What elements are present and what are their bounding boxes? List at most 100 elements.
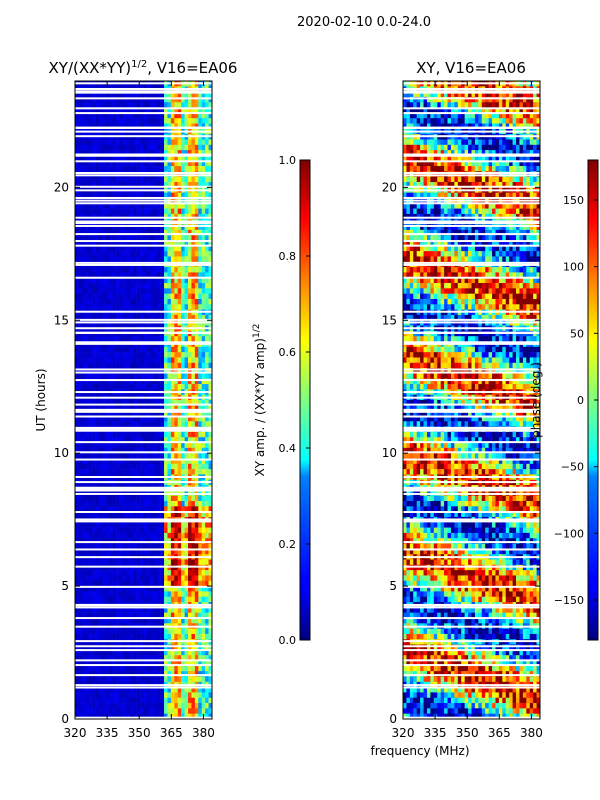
heatmap-cell: [150, 591, 155, 598]
heatmap-cell: [98, 288, 103, 294]
heatmap-cell: [112, 713, 117, 719]
heatmap-cell: [116, 267, 120, 273]
heatmap-cell: [160, 298, 165, 305]
heatmap-cell: [177, 192, 182, 199]
heatmap-cell: [105, 123, 110, 130]
heatmap-cell: [81, 160, 86, 167]
heatmap-cell: [198, 501, 203, 507]
heatmap-cell: [119, 415, 124, 422]
heatmap-cell: [75, 118, 79, 124]
heatmap-cell: [153, 123, 158, 130]
heatmap-cell: [157, 384, 161, 390]
heatmap-cell: [160, 96, 165, 103]
heatmap-cell: [116, 506, 120, 512]
heatmap-cell: [181, 559, 185, 566]
heatmap-cell: [164, 203, 168, 209]
heatmap-cell: [170, 527, 175, 534]
heatmap-cell: [150, 107, 155, 114]
heatmap-cell: [177, 240, 182, 247]
heatmap-cell: [105, 607, 110, 613]
amplitude-colorbar: 0.00.20.40.60.81.0 XY amp. / (XX*YY amp)…: [252, 154, 311, 647]
heatmap-cell: [133, 463, 137, 470]
heatmap-cell: [78, 144, 83, 151]
heatmap-cell: [133, 410, 137, 417]
heatmap-cell: [194, 687, 199, 693]
heatmap-cell: [191, 495, 196, 502]
heatmap-cell: [102, 676, 107, 683]
heatmap-cell: [75, 506, 79, 512]
heatmap-cell: [194, 644, 199, 651]
heatmap-cell: [126, 692, 131, 699]
heatmap-cell: [143, 506, 148, 512]
heatmap-cell: [157, 649, 161, 656]
heatmap-cell: [136, 586, 141, 592]
heatmap-cell: [85, 617, 89, 624]
heatmap-cell: [143, 415, 148, 422]
heatmap-cell: [208, 357, 212, 364]
heatmap-cell: [78, 235, 83, 241]
heatmap-cell: [88, 410, 93, 417]
heatmap-cell: [174, 378, 179, 385]
heatmap-cell: [109, 251, 113, 257]
heatmap-cell: [116, 421, 120, 427]
heatmap-cell: [81, 591, 86, 598]
heatmap-cell: [129, 182, 134, 188]
heatmap-cell: [98, 91, 103, 98]
heatmap-cell: [184, 203, 189, 209]
heatmap-cell: [105, 256, 110, 263]
heatmap-cell: [98, 192, 103, 199]
heatmap-cell: [150, 235, 155, 241]
heatmap-cell: [136, 368, 141, 374]
heatmap-cell: [105, 304, 110, 310]
heatmap-cell: [102, 453, 107, 459]
heatmap-cell: [105, 628, 110, 635]
heatmap-cell: [143, 596, 148, 603]
heatmap-cell: [102, 506, 107, 512]
heatmap-cell: [208, 144, 212, 151]
heatmap-cell: [198, 314, 203, 321]
heatmap-cell: [174, 522, 179, 528]
heatmap-cell: [122, 697, 127, 704]
heatmap-cell: [102, 591, 107, 598]
heatmap-cell: [116, 107, 120, 114]
heatmap-cell: [105, 112, 110, 119]
heatmap-cell: [112, 171, 117, 177]
heatmap-cell: [153, 102, 158, 108]
heatmap-cell: [170, 208, 175, 215]
heatmap-cell: [143, 155, 148, 162]
heatmap-cell: [136, 182, 141, 188]
heatmap-cell: [184, 548, 189, 555]
heatmap-cell: [146, 229, 151, 236]
heatmap-cell: [129, 123, 134, 130]
heatmap-cell: [75, 182, 79, 188]
heatmap-cell: [105, 357, 110, 364]
heatmap-cell: [184, 559, 189, 566]
heatmap-cell: [153, 139, 158, 146]
heatmap-cell: [170, 458, 175, 465]
heatmap-cell: [198, 410, 203, 417]
heatmap-cell: [140, 410, 144, 417]
heatmap-cell: [116, 405, 120, 411]
heatmap-cell: [81, 463, 86, 470]
heatmap-cell: [146, 298, 151, 305]
heatmap-cell: [119, 713, 124, 719]
heatmap-cell: [157, 713, 161, 719]
heatmap-cell: [78, 506, 83, 512]
heatmap-cell: [184, 150, 189, 156]
heatmap-cell: [105, 447, 110, 454]
heatmap-cell: [119, 469, 124, 475]
heatmap-cell: [150, 139, 155, 146]
heatmap-cell: [85, 352, 89, 358]
heatmap-cell: [174, 697, 179, 704]
heatmap-cell: [160, 107, 165, 114]
heatmap-cell: [78, 453, 83, 459]
heatmap-cell: [160, 506, 165, 512]
heatmap-cell: [164, 649, 168, 656]
heatmap-cell: [174, 139, 179, 146]
heatmap-cell: [194, 665, 199, 672]
heatmap-cell: [198, 442, 203, 449]
heatmap-cell: [205, 665, 209, 672]
heatmap-cell: [157, 203, 161, 209]
heatmap-cell: [201, 267, 206, 273]
